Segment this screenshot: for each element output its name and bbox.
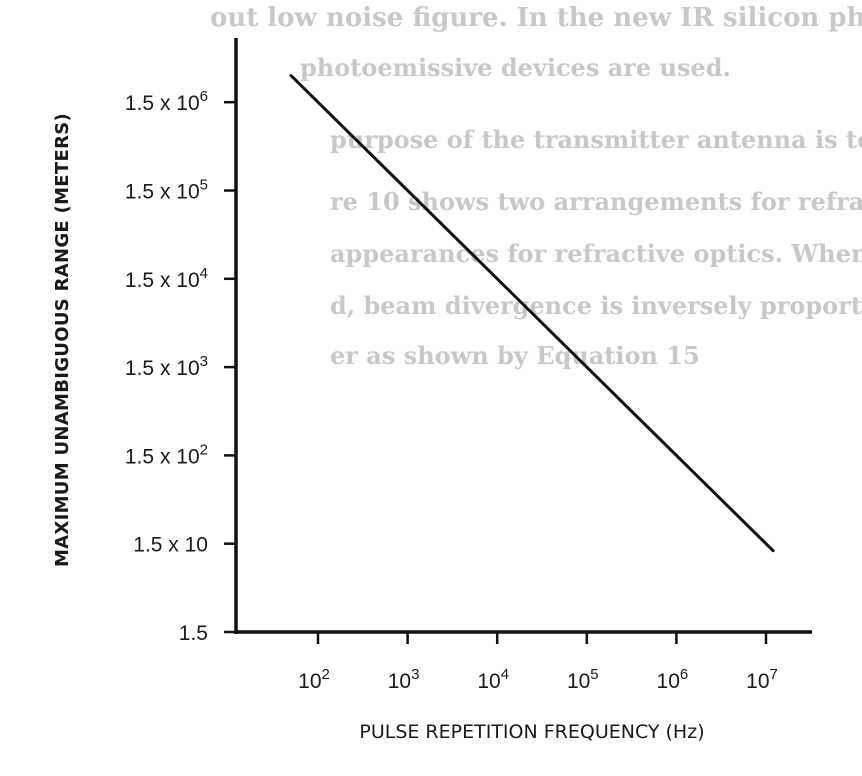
x-tick-label: 105 xyxy=(567,666,599,693)
series xyxy=(289,74,775,553)
background-text-line: appearances for refractive optics. When … xyxy=(330,239,862,268)
background-text-line: purpose of the transmitter antenna is to xyxy=(330,125,862,154)
y-tick-label: 1.5 x 105 xyxy=(125,177,208,204)
background-text-line: d, beam divergence is inversely proporti… xyxy=(330,291,862,320)
x-tick-label: 106 xyxy=(657,666,689,693)
x-tick-label: 102 xyxy=(298,666,330,693)
x-tick-label: 103 xyxy=(388,666,420,693)
x-tick-label: 104 xyxy=(477,666,509,693)
y-tick-label: 1.5 xyxy=(179,622,208,645)
background-text-line: er as shown by Equation 15 xyxy=(330,341,700,370)
y-tick-label: 1.5 x 10 xyxy=(133,534,208,557)
y-tick-label: 1.5 x 103 xyxy=(125,353,208,380)
tick-labels: 102 103 104 105 106 107 1.5 1.5 x 10 1.5 x 102 1.… xyxy=(125,88,778,693)
background-page-text: out low noise figure. In the new IR sili… xyxy=(210,3,862,370)
background-text-line: out low noise figure. In the new IR sili… xyxy=(210,3,862,33)
background-text-line: photoemissive devices are used. xyxy=(300,53,731,82)
tick-marks xyxy=(224,100,768,644)
y-tick-label: 1.5 x 106 xyxy=(125,88,208,115)
x-tick-label: 107 xyxy=(746,666,778,693)
axes xyxy=(234,38,812,634)
x-axis-title: PULSE REPETITION FREQUENCY (Hz) xyxy=(359,721,704,743)
y-tick-label: 1.5 x 102 xyxy=(125,441,208,468)
y-axis-title: MAXIMUM UNAMBIGUOUS RANGE (METERS) xyxy=(52,113,73,567)
y-tick-label: 1.5 x 104 xyxy=(125,265,208,292)
range-line xyxy=(289,74,775,553)
